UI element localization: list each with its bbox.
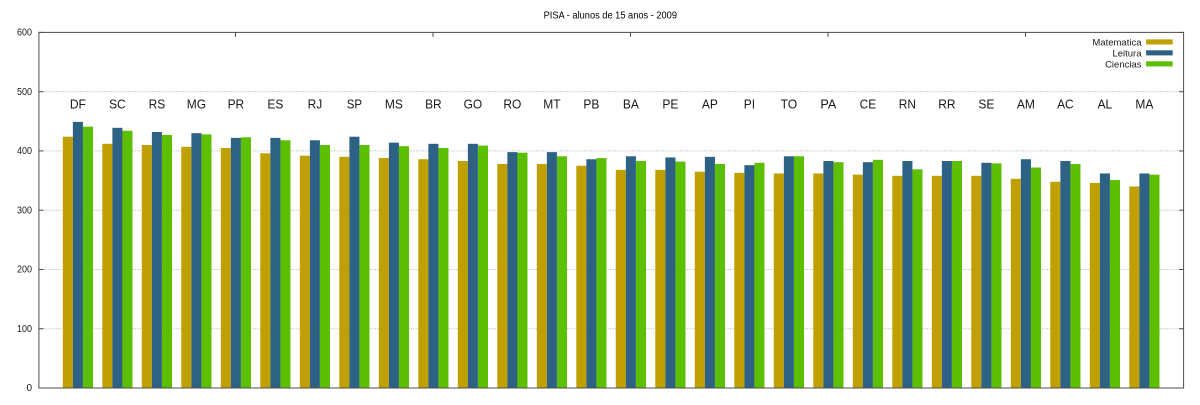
svg-text:Ciencias: Ciencias [1105,59,1142,70]
svg-text:Leitura: Leitura [1112,48,1142,59]
svg-text:MA: MA [1135,98,1154,112]
svg-text:PI: PI [744,98,755,112]
svg-text:RS: RS [149,98,166,112]
svg-text:ES: ES [267,98,283,112]
svg-text:100: 100 [17,324,32,335]
svg-text:400: 400 [17,146,32,157]
svg-text:BR: BR [425,98,442,112]
svg-text:RJ: RJ [308,98,323,112]
svg-text:RO: RO [503,98,521,112]
svg-text:DF: DF [70,98,86,112]
svg-text:BA: BA [623,98,640,112]
svg-text:MT: MT [543,98,561,112]
svg-text:PR: PR [228,98,245,112]
svg-text:SE: SE [978,98,994,112]
svg-text:Matematica: Matematica [1092,37,1142,48]
svg-text:PE: PE [662,98,678,112]
svg-text:TO: TO [781,98,798,112]
svg-text:AC: AC [1057,98,1074,112]
svg-text:GO: GO [464,98,483,112]
svg-text:RR: RR [938,98,955,112]
svg-text:CE: CE [860,98,877,112]
svg-text:AP: AP [702,98,718,112]
svg-text:600: 600 [17,28,32,39]
svg-text:300: 300 [17,205,32,216]
svg-text:MG: MG [187,98,206,112]
svg-text:AM: AM [1017,98,1035,112]
svg-text:SC: SC [109,98,126,112]
svg-text:PA: PA [820,98,837,112]
svg-text:500: 500 [17,87,32,98]
svg-text:PB: PB [583,98,599,112]
svg-text:SP: SP [347,98,362,112]
svg-text:PISA - alunos de 15 anos - 200: PISA - alunos de 15 anos - 2009 [544,11,678,22]
svg-text:MS: MS [385,98,403,112]
svg-text:AL: AL [1098,98,1113,112]
svg-text:0: 0 [26,383,32,394]
svg-text:200: 200 [17,265,32,276]
svg-text:RN: RN [899,98,916,112]
